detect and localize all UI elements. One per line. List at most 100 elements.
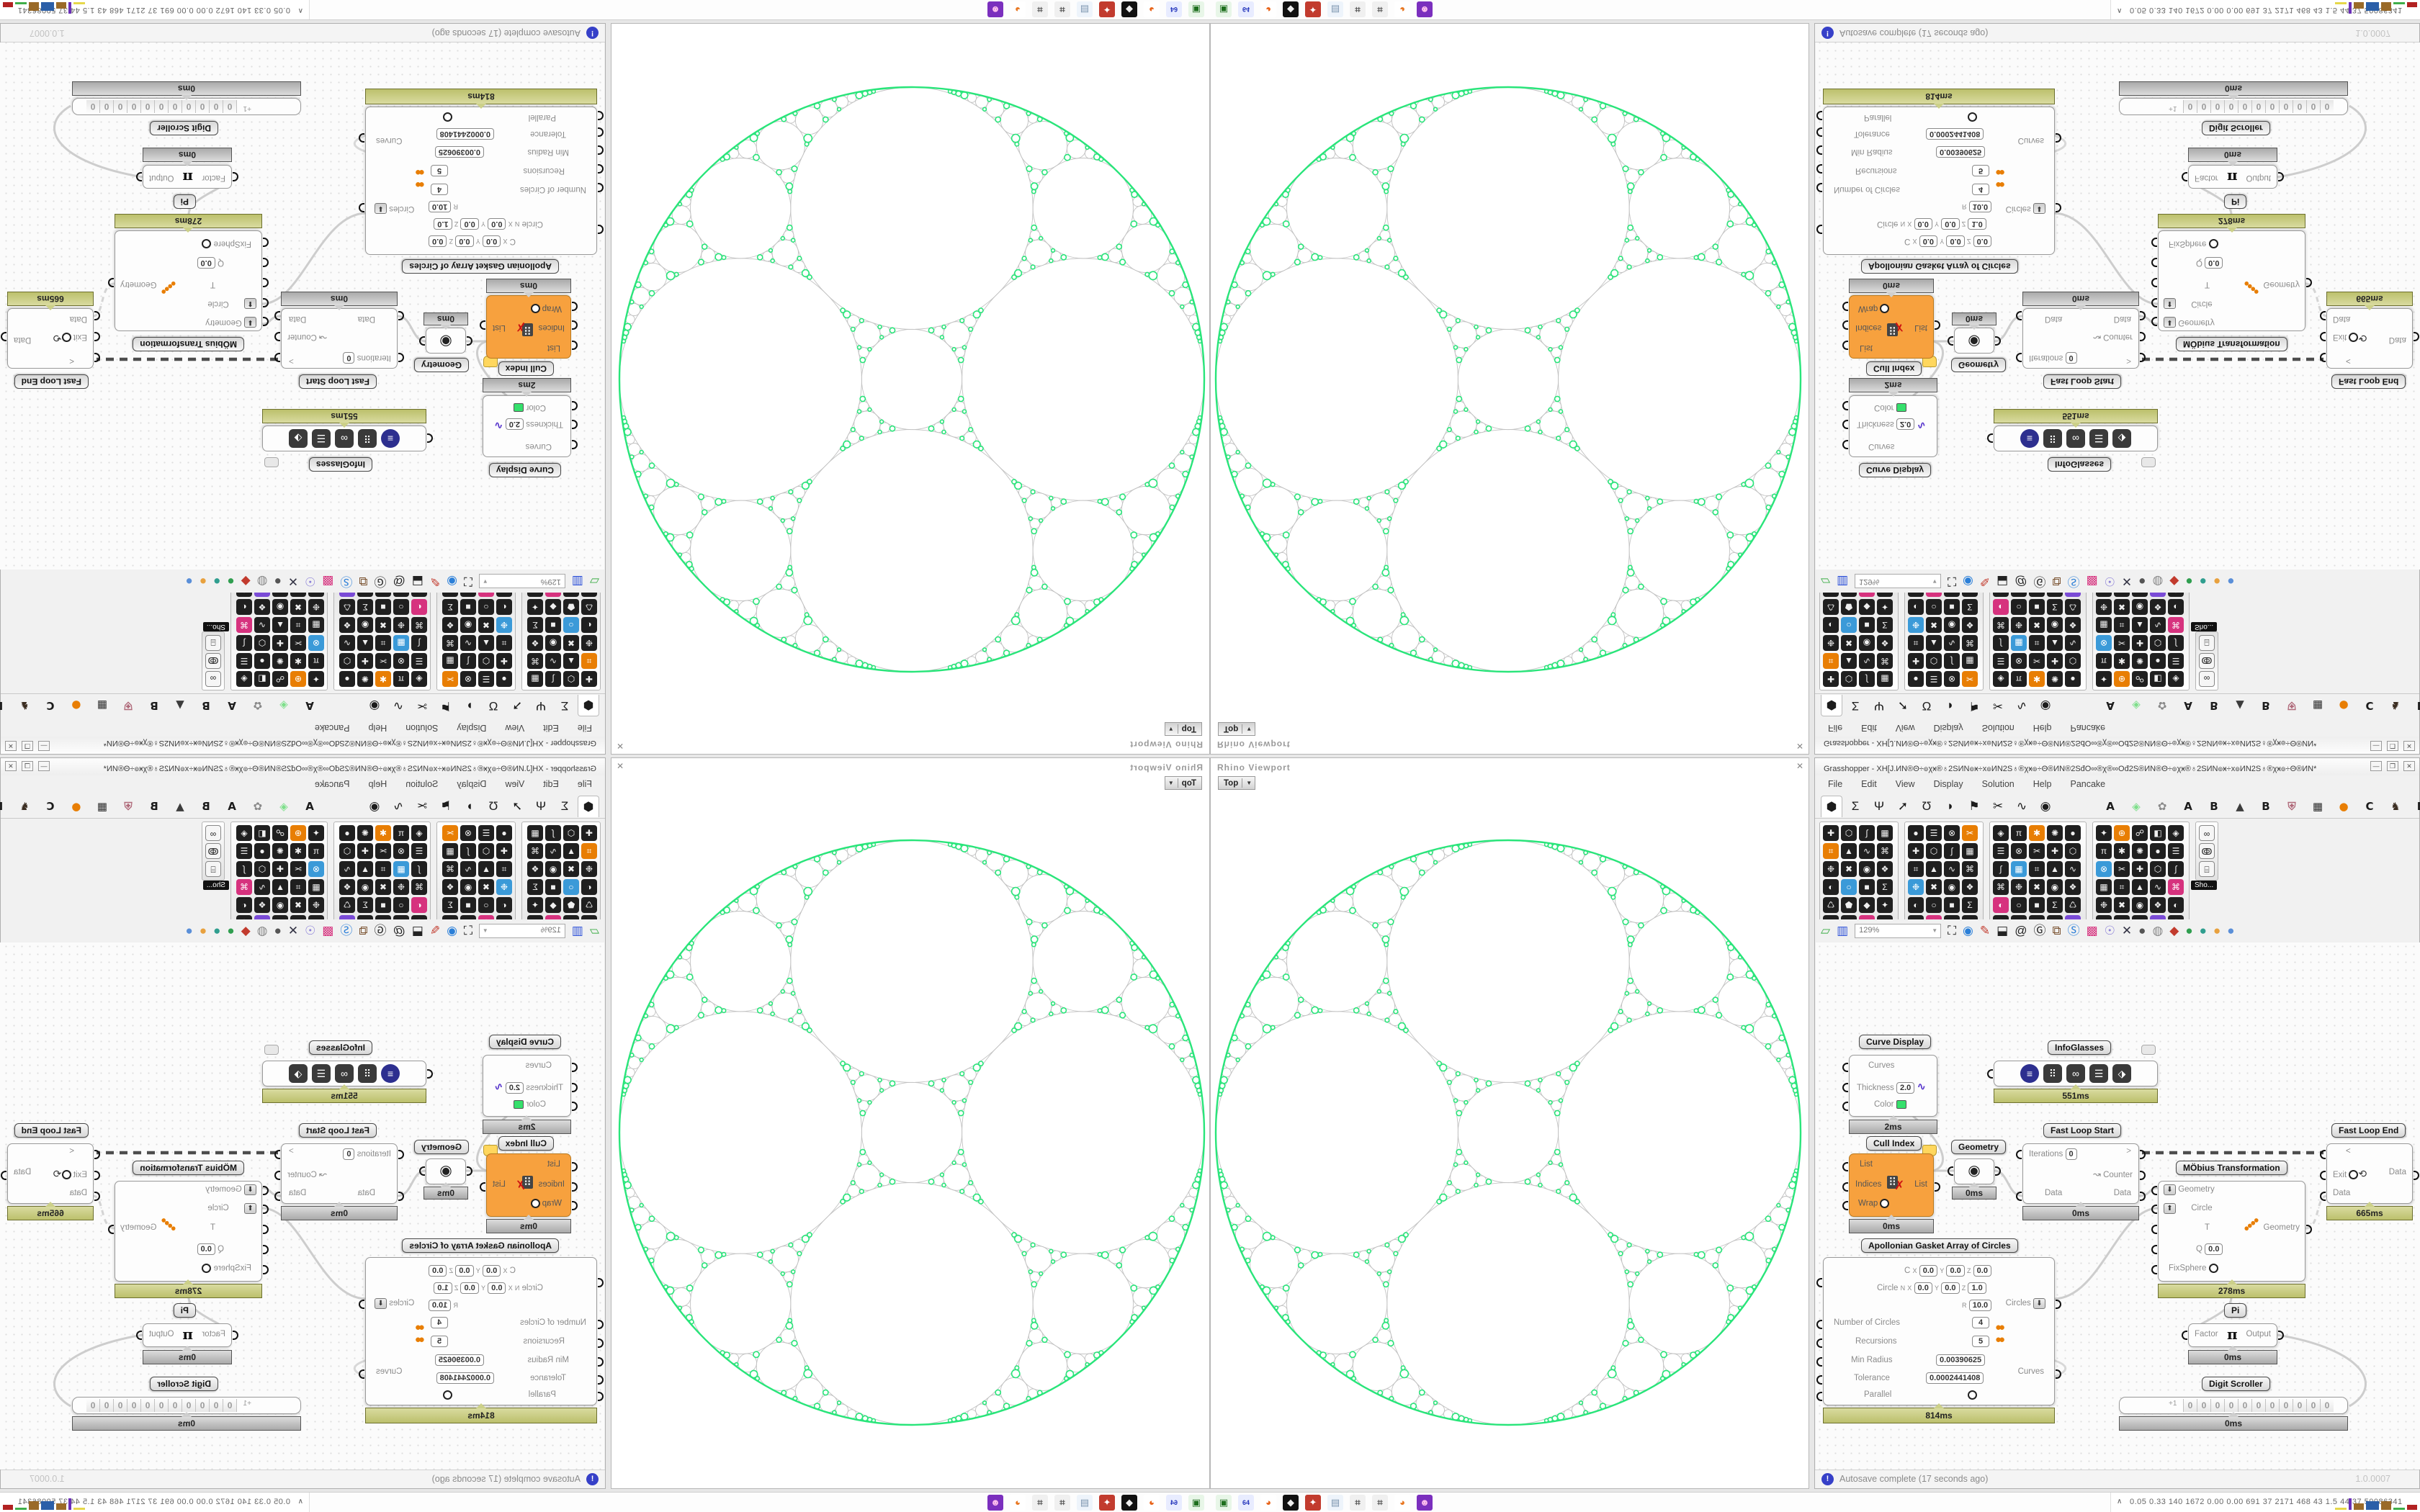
digit-scroller-strip[interactable]: +1 00000000000 <box>72 98 301 115</box>
qr-app-icon[interactable]: ⌗ <box>1054 1 1070 17</box>
component-icon[interactable]: ■ <box>460 897 476 913</box>
tab-icon[interactable]: Σ <box>560 699 569 713</box>
component-icon[interactable]: ▲ <box>272 617 288 633</box>
notes-app-icon[interactable]: ▤ <box>1077 1495 1093 1511</box>
ball-blue-icon[interactable]: ● <box>2227 924 2235 937</box>
fixsphere-toggle[interactable] <box>202 1264 212 1273</box>
component-icon[interactable]: ∫ <box>1944 653 1960 669</box>
bulb-icon[interactable]: ☉ <box>305 924 316 937</box>
component-icon[interactable]: ∿ <box>339 635 355 651</box>
infoglasses-tool-icon[interactable]: ≡ <box>381 1064 400 1083</box>
component-icon[interactable]: ❉ <box>1908 617 1924 633</box>
node-label[interactable]: Geometry <box>413 358 469 372</box>
gha-icon[interactable]: Ⓖ <box>2033 575 2046 588</box>
component-icon[interactable]: ▦ <box>442 843 458 859</box>
digit-cell[interactable]: 0 <box>2224 1399 2238 1412</box>
camera-icon[interactable]: ⬓ <box>411 924 424 937</box>
fixsphere-toggle[interactable] <box>202 239 212 248</box>
node-label[interactable]: Apollonian Gasket Array of Circles <box>402 259 559 274</box>
input-port[interactable] <box>2016 353 2022 362</box>
infoglasses-tool-icon[interactable]: ⠿ <box>358 429 377 448</box>
tab-icon[interactable]: ◗ <box>1946 799 1955 813</box>
component-icon[interactable]: ◉ <box>2047 879 2063 895</box>
component-icon[interactable]: ♺ <box>339 599 355 615</box>
component-icon[interactable]: ✱ <box>375 825 391 841</box>
component-icon[interactable]: ⌗ <box>496 635 512 651</box>
digit-cell[interactable]: 0 <box>2197 100 2210 113</box>
node-label[interactable]: Pi <box>173 194 196 209</box>
component-icon[interactable]: ◐ <box>2168 599 2184 615</box>
component-icon[interactable]: π <box>2011 825 2027 841</box>
menu-display[interactable]: Display <box>1933 723 1963 733</box>
input-port[interactable] <box>1842 1083 1848 1092</box>
chevron-down-icon[interactable]: ▼ <box>1932 927 1938 934</box>
component-icon[interactable]: ▲ <box>2132 617 2148 633</box>
plugin-tab-icon[interactable]: ♞ <box>19 699 30 712</box>
input-port[interactable] <box>2320 1150 2326 1159</box>
component-icon[interactable]: ☰ <box>2168 653 2184 669</box>
component-icon[interactable]: ⊗ <box>393 653 409 669</box>
search-icon[interactable]: Ⓢ <box>2067 924 2080 937</box>
component-icon[interactable]: ⌗ <box>290 879 306 895</box>
component-icon[interactable]: ♺ <box>1823 599 1839 615</box>
menu-solution[interactable]: Solution <box>405 779 439 789</box>
digit-cell[interactable]: 0 <box>100 100 114 113</box>
component-icon[interactable]: ❖ <box>254 897 270 913</box>
exit-toggle[interactable] <box>2349 332 2359 342</box>
component-icon[interactable]: ∫ <box>1859 825 1875 841</box>
component-icon[interactable]: ▦ <box>2096 879 2112 895</box>
node-label[interactable]: Apollonian Gasket Array of Circles <box>402 1238 559 1253</box>
component-icon[interactable]: ⊗ <box>460 825 476 841</box>
node-label[interactable]: Curve Display <box>488 1035 561 1049</box>
min-radius-value[interactable]: 0.00390625 <box>1936 1354 1986 1366</box>
component-icon[interactable]: ● <box>496 825 512 841</box>
component-icon[interactable]: ⌘ <box>2168 617 2184 633</box>
plugin-tab-icon[interactable]: ◈ <box>2132 699 2141 712</box>
digit-cell[interactable]: 0 <box>2293 100 2306 113</box>
infoglasses-tool-icon[interactable]: ☰ <box>2089 429 2108 448</box>
component-icon[interactable]: ☍ <box>2132 825 2148 841</box>
plugin-tab-icon[interactable]: ▲ <box>176 800 184 813</box>
component-icon[interactable]: ◉ <box>1859 861 1875 877</box>
component-icon[interactable]: ☍ <box>272 671 288 687</box>
zoom-level-input[interactable]: 129% ▼ <box>478 574 565 588</box>
node-body[interactable]: ≡⠿∞☰⬗ <box>1987 1061 2158 1086</box>
plugin-tab-icon[interactable]: ◈ <box>279 699 288 712</box>
component-icon[interactable]: ∫ <box>460 843 476 859</box>
inkscape-app-icon[interactable]: ◆ <box>1121 1 1137 17</box>
component-icon[interactable]: ✦ <box>308 825 324 841</box>
component-icon[interactable]: ✚ <box>2132 861 2148 877</box>
component-icon[interactable]: ⊕ <box>2114 671 2130 687</box>
notes-app-icon[interactable]: ▤ <box>1077 1 1093 17</box>
node-body[interactable]: List Indices Wrap List ⠿ ✗ <box>480 295 578 359</box>
component-icon[interactable]: ▦ <box>527 825 543 841</box>
component-icon[interactable]: ✖ <box>290 897 306 913</box>
component-icon[interactable]: ❉ <box>581 861 597 877</box>
map-icon[interactable]: ⧉ <box>2052 575 2061 588</box>
component-icon[interactable]: ⌘ <box>527 843 543 859</box>
input-port[interactable] <box>2016 1192 2022 1201</box>
grasshopper-titlebar[interactable]: Grasshopper - XH[J.ИN®Θ÷๏χӿ®♁2SИN๏ӿ÷x๏ИN… <box>1 737 605 754</box>
component-icon[interactable]: ❖ <box>1962 617 1978 633</box>
component-icon[interactable]: ▦ <box>393 861 409 877</box>
input-port[interactable] <box>1842 401 1848 410</box>
close-icon[interactable]: ✕ <box>5 761 17 771</box>
component-icon[interactable]: ○ <box>2011 599 2027 615</box>
node-body[interactable]: < Exit ⟲ Data Data <box>1 308 100 369</box>
menu-display[interactable]: Display <box>1933 779 1963 789</box>
qr2-app-icon[interactable]: ⌗ <box>1032 1 1048 17</box>
node-body[interactable]: Iterations 0 Data > ↝ Counter Data <box>2016 308 2146 369</box>
infoglasses-tool-icon[interactable]: ∞ <box>335 429 354 448</box>
menu-help[interactable]: Help <box>368 779 387 789</box>
component-icon[interactable]: ✚ <box>1908 843 1924 859</box>
menu-edit[interactable]: Edit <box>1861 723 1877 733</box>
component-icon[interactable]: ● <box>2065 825 2081 841</box>
plugin-tab-icon[interactable]: ⛨ <box>124 800 133 813</box>
component-icon[interactable]: ○ <box>478 599 494 615</box>
ball-green-icon[interactable]: ● <box>2185 575 2193 588</box>
component-icon[interactable]: ♺ <box>339 897 355 913</box>
component-icon[interactable]: Σ <box>442 599 458 615</box>
component-icon[interactable]: ◉ <box>1944 879 1960 895</box>
component-icon[interactable]: ◉ <box>545 861 561 877</box>
component-icon[interactable]: ☰ <box>478 825 494 841</box>
